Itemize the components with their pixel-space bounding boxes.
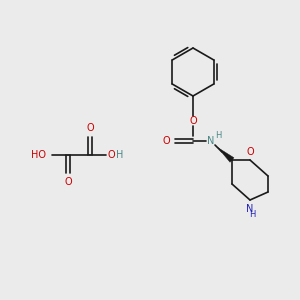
Text: N: N <box>246 204 254 214</box>
Text: O: O <box>64 177 72 187</box>
Text: O: O <box>86 123 94 133</box>
Text: O: O <box>108 150 116 160</box>
Text: H: H <box>215 131 221 140</box>
Text: O: O <box>162 136 170 146</box>
Polygon shape <box>218 147 234 162</box>
Text: H: H <box>116 150 123 160</box>
Text: O: O <box>246 147 254 157</box>
Text: H: H <box>249 210 255 219</box>
Text: O: O <box>189 116 197 126</box>
Text: HO: HO <box>31 150 46 160</box>
Text: N: N <box>207 136 215 146</box>
